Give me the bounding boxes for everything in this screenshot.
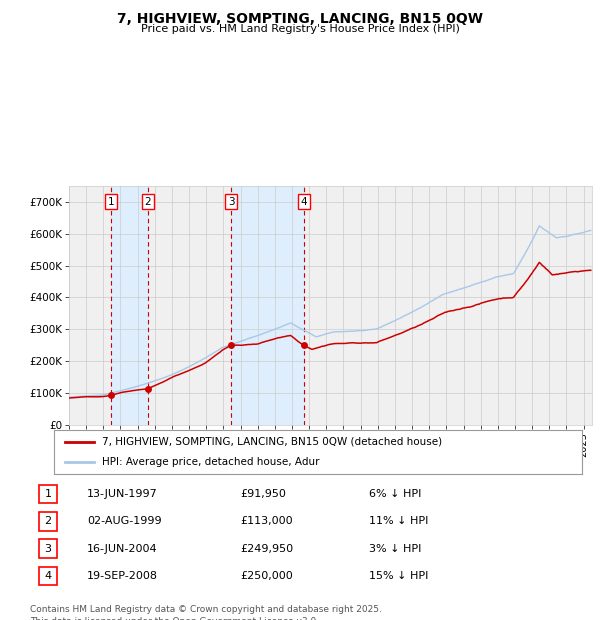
Text: 4: 4 [44, 571, 52, 581]
Text: 4: 4 [301, 197, 307, 206]
Bar [231, 186, 304, 425]
Text: Price paid vs. HM Land Registry's House Price Index (HPI): Price paid vs. HM Land Registry's House … [140, 24, 460, 33]
Text: 3: 3 [228, 197, 235, 206]
Text: 7, HIGHVIEW, SOMPTING, LANCING, BN15 0QW: 7, HIGHVIEW, SOMPTING, LANCING, BN15 0QW [117, 12, 483, 27]
Text: 02-AUG-1999: 02-AUG-1999 [87, 516, 161, 526]
Text: 15% ↓ HPI: 15% ↓ HPI [369, 571, 428, 581]
Text: 19-SEP-2008: 19-SEP-2008 [87, 571, 158, 581]
Text: 16-JUN-2004: 16-JUN-2004 [87, 544, 158, 554]
Bar [111, 186, 148, 425]
Text: 7, HIGHVIEW, SOMPTING, LANCING, BN15 0QW (detached house): 7, HIGHVIEW, SOMPTING, LANCING, BN15 0QW… [101, 436, 442, 447]
Text: £91,950: £91,950 [240, 489, 286, 499]
Text: £113,000: £113,000 [240, 516, 293, 526]
Text: 13-JUN-1997: 13-JUN-1997 [87, 489, 158, 499]
Text: 3: 3 [44, 544, 52, 554]
Text: 1: 1 [44, 489, 52, 499]
Text: 6% ↓ HPI: 6% ↓ HPI [369, 489, 421, 499]
Text: £250,000: £250,000 [240, 571, 293, 581]
Text: 11% ↓ HPI: 11% ↓ HPI [369, 516, 428, 526]
Text: 2: 2 [44, 516, 52, 526]
Text: 2: 2 [145, 197, 151, 206]
Text: This data is licensed under the Open Government Licence v3.0.: This data is licensed under the Open Gov… [30, 618, 319, 620]
Text: HPI: Average price, detached house, Adur: HPI: Average price, detached house, Adur [101, 457, 319, 467]
Text: 3% ↓ HPI: 3% ↓ HPI [369, 544, 421, 554]
Text: Contains HM Land Registry data © Crown copyright and database right 2025.: Contains HM Land Registry data © Crown c… [30, 605, 382, 614]
Text: 1: 1 [108, 197, 115, 206]
Text: £249,950: £249,950 [240, 544, 293, 554]
